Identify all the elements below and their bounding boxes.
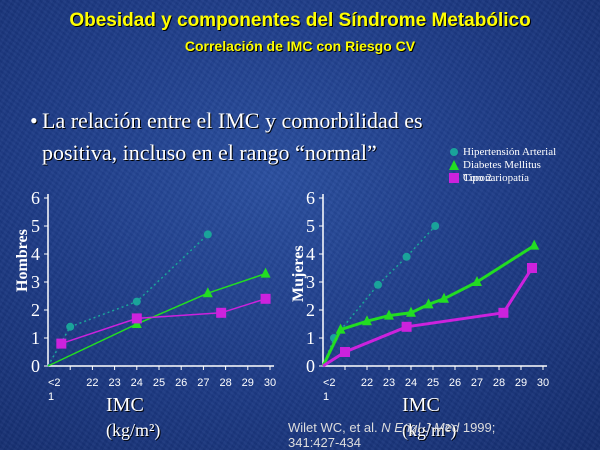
y-tick-label: 4 [306,244,315,264]
series-line-triangle [47,272,266,367]
square-marker-icon [449,173,459,186]
circle-marker-icon [449,147,459,160]
triangle-marker-icon [449,160,459,173]
citation-authors: Wilet WC, et al. [288,420,382,435]
x-tick-label: 30 [264,377,276,389]
x-tick-label: 24 [405,377,417,389]
x-tick-label: <2 [323,377,336,389]
legend-item-dm: Diabetes Mellitus [445,159,600,172]
data-point-square [260,293,271,304]
y-axis-label-left: Hombres [14,229,31,292]
y-tick-label: 1 [31,328,40,348]
x-axis-label-right: IMC [402,394,440,416]
data-point-circle [203,230,212,239]
data-point-triangle [362,315,372,326]
data-point-triangle [384,309,394,320]
citation-year: 1999; [459,420,496,435]
y-tick-label: 6 [306,188,315,208]
y-tick-label: 5 [306,216,315,236]
data-point-square [498,307,509,318]
y-tick-label: 4 [31,244,40,264]
x-tick-label: 29 [515,377,527,389]
bullet-point: • La relación entre el IMC y comorbilida… [30,105,590,169]
data-point-square [56,338,67,349]
y-tick-label: 3 [31,272,40,292]
x-tick-label: 26 [449,377,461,389]
x-tick-label: 24 [131,377,143,389]
citation: Wilet WC, et al. N Engl J Med 1999; 341:… [288,420,495,450]
legend-label: Coronariopatía [463,172,529,184]
x-tick-label-cont: 1 [323,391,329,403]
slide-title: Obesidad y componentes del Síndrome Meta… [69,10,531,31]
x-tick-label: 23 [108,377,120,389]
x-tick-label: 28 [493,377,505,389]
y-tick-label: 1 [306,328,315,348]
x-axis-unit-left: (kg/m²) [106,420,161,440]
x-tick-label: 29 [242,377,254,389]
data-point-triangle [529,239,540,250]
y-tick-label: 2 [306,300,315,320]
series-line-circle [322,225,436,367]
data-point-square [131,313,142,324]
y-tick-label: 6 [31,188,40,208]
y-tick-label: 0 [31,356,40,376]
x-tick-label: 23 [383,377,395,389]
data-point-square [216,307,227,318]
x-tick-label: 22 [361,377,373,389]
legend-item-hta: Hipertensión Arterial [445,146,600,159]
y-tick-label: 5 [31,216,40,236]
x-tick-label: 25 [153,377,165,389]
series-line-square [61,298,266,345]
legend-item-dm-cont: Tipo 2 [445,172,600,185]
x-tick-label: 28 [219,377,231,389]
x-tick-label: 30 [537,377,549,389]
data-point-triangle [202,287,213,298]
bullet-line-2: positiva, incluso en el rango “normal” [42,140,377,165]
legend-item-coronary: Coronariopatía [445,172,600,185]
x-tick-label: <2 [48,377,61,389]
x-tick-label-cont: 1 [48,391,54,403]
y-tick-label: 0 [306,356,315,376]
y-axis-label-right: Mujeres [290,245,307,302]
x-axis-unit-right: (kg/m²) [402,420,457,440]
citation-pages: 341:427-434 [288,435,362,450]
series-line-circle [47,233,209,367]
slide-subtitle: Correlación de IMC con Riesgo CV [184,38,416,54]
data-point-square [340,347,350,357]
legend-label: Tipo 2 [463,172,492,184]
x-tick-label: 22 [86,377,98,389]
citation-journal: N Engl J Med [381,420,460,435]
y-tick-label: 3 [306,272,315,292]
data-point-circle [402,252,411,261]
legend-label: Diabetes Mellitus [463,159,541,171]
data-point-triangle [439,292,449,303]
data-point-circle [66,322,75,331]
legend: Hipertensión Arterial Diabetes Mellitus … [445,146,600,185]
x-tick-label: 25 [427,377,439,389]
data-point-triangle [335,323,346,334]
data-point-triangle [406,306,416,317]
bullet-line-1: La relación entre el IMC y comorbilidad … [42,108,423,133]
x-axis-label-left: IMC [106,394,144,416]
data-point-square [527,263,537,273]
data-point-circle [132,297,141,306]
data-point-triangle [423,298,434,309]
y-tick-label: 2 [31,300,40,320]
x-tick-label: 27 [471,377,483,389]
data-point-circle [431,222,440,230]
x-tick-label: 27 [197,377,209,389]
data-point-triangle [260,267,271,278]
data-point-circle [374,280,382,289]
legend-label: Hipertensión Arterial [463,146,557,158]
data-point-square [401,321,412,332]
bullet-symbol: • [30,108,38,133]
data-point-triangle [472,276,482,286]
x-tick-label: 26 [175,377,187,389]
